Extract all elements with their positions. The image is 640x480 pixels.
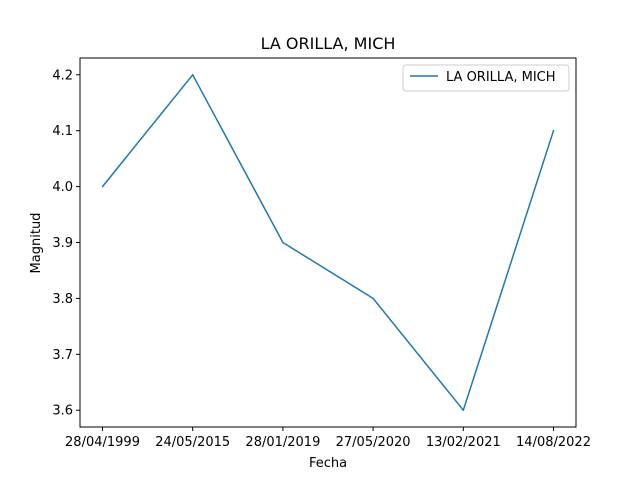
plot-frame [79, 57, 577, 428]
data-point [282, 241, 284, 244]
y-tick-label: 3.7 [52, 348, 73, 363]
data-point [552, 129, 555, 132]
legend: LA ORILLA, MICH [402, 64, 570, 92]
series-line-0 [101, 74, 555, 411]
y-tick-label: 3.9 [52, 236, 73, 251]
data-point [191, 74, 194, 76]
y-axis-label: Magnitud [29, 213, 44, 274]
y-axis: 3.6 3.7 3.8 3.9 4.0 4.1 4.2 [52, 68, 80, 419]
chart-title: LA ORILLA, MICH [261, 34, 396, 53]
plot-area [101, 74, 555, 411]
legend-series-label: LA ORILLA, MICH [446, 70, 556, 85]
x-tick-label: 13/02/2021 [426, 435, 501, 450]
y-tick-label: 3.6 [52, 404, 73, 419]
data-point [462, 409, 465, 411]
legend-box [402, 64, 570, 92]
x-tick-label: 28/01/2019 [245, 435, 320, 450]
y-tick-label: 4.2 [52, 68, 73, 83]
x-tick-label: 14/08/2022 [516, 435, 591, 450]
x-tick-label: 24/05/2015 [155, 435, 230, 450]
y-tick-label: 4.0 [52, 180, 73, 195]
data-point [101, 185, 104, 188]
x-axis: 28/04/1999 24/05/2015 28/01/2019 27/05/2020… [65, 427, 591, 450]
x-tick-label: 27/05/2020 [336, 435, 411, 450]
y-tick-label: 4.1 [52, 124, 73, 139]
x-axis-label: Fecha [309, 456, 347, 471]
data-point [372, 297, 374, 300]
x-tick-label: 28/04/1999 [65, 435, 140, 450]
y-tick-label: 3.8 [52, 292, 73, 307]
